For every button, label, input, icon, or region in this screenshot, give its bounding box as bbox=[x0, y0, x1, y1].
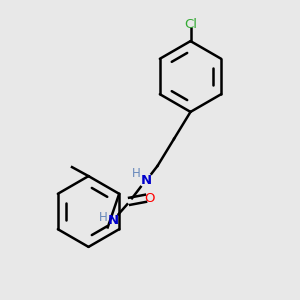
Text: N: N bbox=[140, 174, 152, 187]
Text: O: O bbox=[144, 192, 154, 205]
Text: N: N bbox=[107, 214, 119, 227]
Text: H: H bbox=[99, 211, 108, 224]
Text: H: H bbox=[132, 167, 141, 180]
Text: Cl: Cl bbox=[184, 18, 197, 31]
